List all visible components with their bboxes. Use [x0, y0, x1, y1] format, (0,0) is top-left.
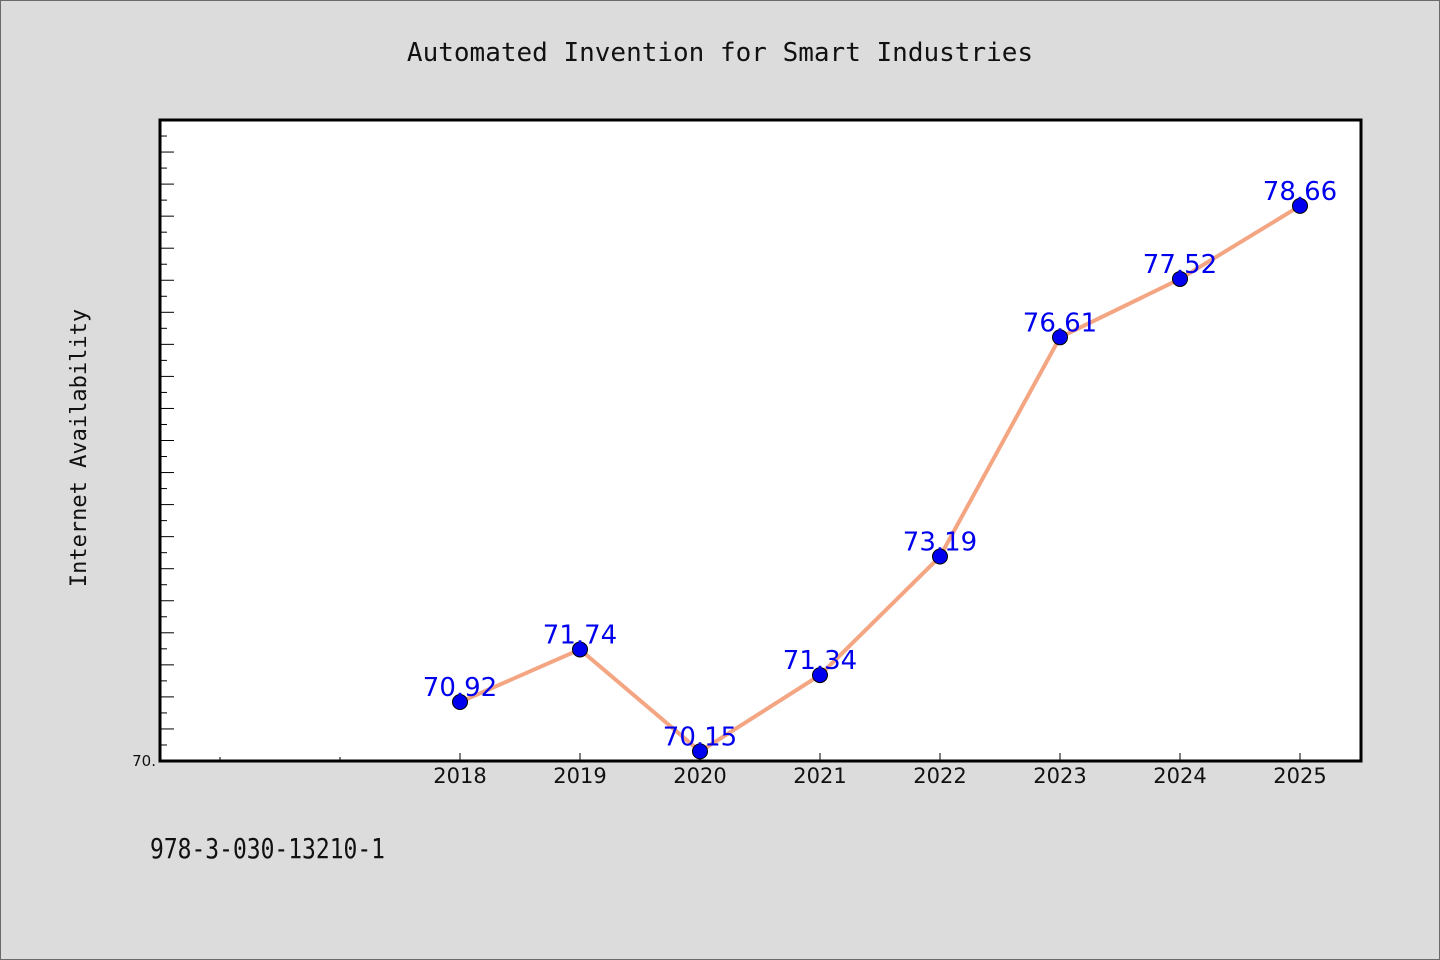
data-label: 78.66 — [1263, 177, 1337, 207]
series-line — [452, 197, 1308, 760]
data-point — [812, 667, 828, 684]
series-polyline — [458, 203, 1302, 754]
data-label: 70.15 — [663, 722, 737, 752]
x-tick-label: 2019 — [553, 764, 606, 788]
data-label: 77.52 — [1143, 250, 1217, 280]
x-tick-label: 2025 — [1273, 764, 1326, 788]
data-point — [692, 743, 708, 760]
data-labels: 70.92 71.74 70.15 71.34 73.19 76.61 77.52 78.66 — [423, 177, 1337, 752]
x-tick-label: 2020 — [673, 764, 726, 788]
data-point — [1292, 197, 1308, 214]
chart-title: Automated Invention for Smart Industries — [407, 38, 1033, 68]
data-point — [1052, 329, 1068, 346]
y-tick-label: 70. — [132, 752, 156, 770]
x-tick-label: 2023 — [1033, 764, 1086, 788]
data-point — [932, 548, 948, 565]
data-point — [1172, 270, 1188, 287]
data-label: 71.34 — [783, 646, 857, 676]
x-tick-label: 2021 — [793, 764, 846, 788]
data-label: 70.92 — [423, 673, 497, 703]
x-tick-label: 2024 — [1153, 764, 1206, 788]
plot-area — [158, 118, 1363, 763]
isbn-footnote: 978-3-030-13210-1 — [150, 832, 385, 865]
y-axis-label: Internet Availability — [67, 309, 92, 587]
data-label: 76.61 — [1023, 308, 1097, 338]
x-tick-label: 2018 — [433, 764, 486, 788]
data-label: 73.19 — [903, 528, 977, 558]
data-label: 71.74 — [543, 620, 617, 650]
x-tick-label: 2022 — [913, 764, 966, 788]
axis-ticks: 70. 2018 2019 2020 2021 2022 2023 2024 2025 — [132, 119, 1327, 788]
data-point — [572, 641, 588, 658]
data-point — [452, 694, 468, 711]
